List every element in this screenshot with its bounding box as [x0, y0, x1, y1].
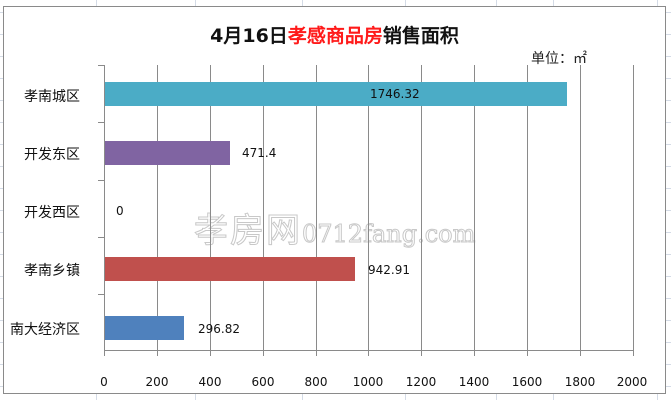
- x-tick-label: 1600: [511, 375, 543, 389]
- category-label: 开发东区: [24, 147, 80, 163]
- category-label: 孝南乡镇: [24, 263, 80, 279]
- x-tick-label: 2000: [616, 375, 648, 389]
- y-tick: [98, 294, 104, 295]
- x-axis: [104, 350, 633, 351]
- bar-xiaonan-urban[interactable]: [105, 82, 567, 106]
- gridline-2000: [633, 65, 634, 351]
- x-tick: [104, 351, 105, 356]
- x-tick: [474, 351, 475, 356]
- bar-xiaonan-towns[interactable]: [105, 257, 355, 281]
- x-tick: [210, 351, 211, 356]
- x-tick-label: 200: [145, 375, 169, 389]
- x-tick: [263, 351, 264, 356]
- x-tick-label: 1400: [458, 375, 490, 389]
- gridline-1800: [580, 65, 581, 351]
- x-tick-label: 1000: [352, 375, 384, 389]
- gridline-400: [210, 65, 211, 351]
- x-tick-label: 400: [198, 375, 222, 389]
- x-tick: [527, 351, 528, 356]
- x-tick: [316, 351, 317, 356]
- bar-development-east[interactable]: [105, 141, 230, 165]
- x-tick: [368, 351, 369, 356]
- x-tick: [157, 351, 158, 356]
- gridline-200: [157, 65, 158, 351]
- gridline-800: [316, 65, 317, 351]
- title-part-rest: 销售面积: [382, 25, 459, 47]
- unit-label: 单位：㎡: [531, 51, 587, 67]
- gridline-1400: [474, 65, 475, 351]
- bar-value-label: 942.91: [368, 263, 410, 277]
- y-axis: [104, 65, 105, 351]
- category-label: 孝南城区: [24, 89, 80, 105]
- x-tick-label: 1200: [405, 375, 437, 389]
- x-tick-label: 1800: [564, 375, 596, 389]
- category-label: 南大经济区: [10, 322, 80, 338]
- x-tick-label: 800: [304, 375, 328, 389]
- gridline-1000: [368, 65, 369, 351]
- bar-value-label: 471.4: [242, 146, 277, 160]
- y-tick: [98, 237, 104, 238]
- bar-value-label: 1746.32: [370, 87, 420, 101]
- y-tick: [98, 180, 104, 181]
- x-tick: [421, 351, 422, 356]
- gridline-1600: [527, 65, 528, 351]
- y-tick: [98, 122, 104, 123]
- y-tick: [98, 65, 104, 66]
- watermark: 孝房网0712fang.com: [194, 211, 476, 252]
- bar-value-label: 296.82: [198, 322, 240, 336]
- category-label: 开发西区: [24, 205, 80, 221]
- plot-area: 1746.32 471.4 0 942.91 296.82: [98, 65, 634, 356]
- title-part-accent: 孝感商品房: [287, 25, 383, 47]
- bar-nanda-economic-zone[interactable]: [105, 316, 184, 340]
- x-tick-label: 0: [100, 375, 108, 389]
- bar-value-label: 0: [116, 204, 124, 218]
- gridline-1200: [421, 65, 422, 351]
- x-tick: [580, 351, 581, 356]
- chart-frame[interactable]: 4月16日孝感商品房销售面积 单位：㎡ 孝房网0712fang.com: [3, 6, 666, 394]
- title-part-date: 4月16日: [210, 25, 288, 47]
- x-tick: [633, 351, 634, 356]
- chart-title: 4月16日孝感商品房销售面积: [4, 21, 665, 48]
- gridline-600: [263, 65, 264, 351]
- x-tick-label: 600: [251, 375, 275, 389]
